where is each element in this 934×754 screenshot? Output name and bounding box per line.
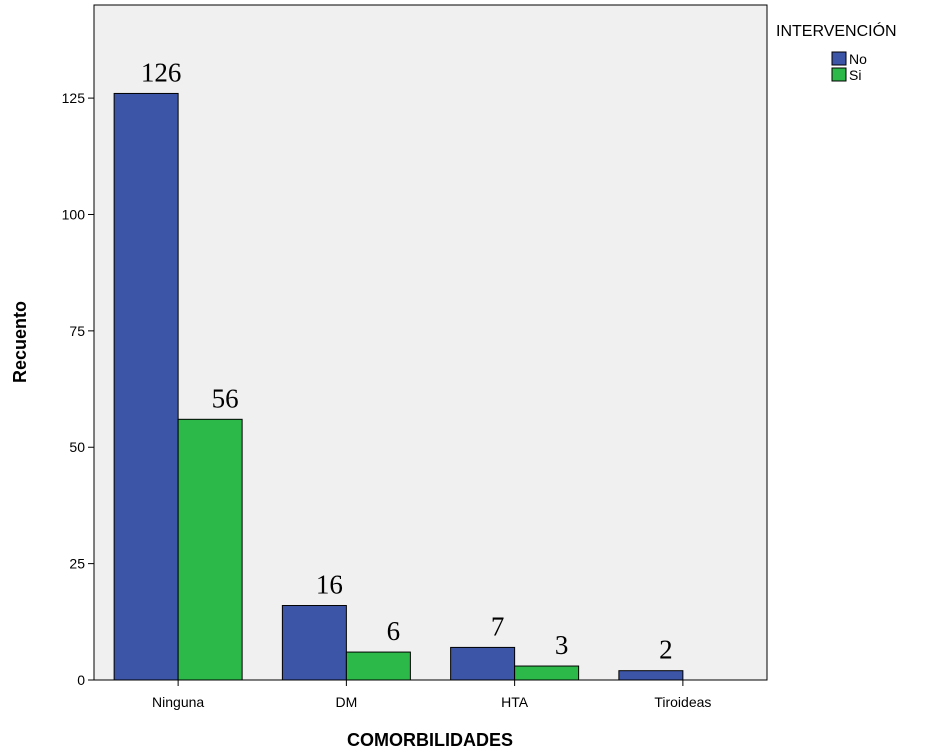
y-tick-label: 125 xyxy=(62,90,86,106)
data-label: 2 xyxy=(659,635,673,665)
bar-no-dm xyxy=(281,605,347,681)
y-tick-label: 100 xyxy=(62,206,86,222)
x-tick-label: Ninguna xyxy=(152,694,204,710)
bars-group xyxy=(113,92,684,681)
legend-swatch-no xyxy=(831,51,847,66)
x-axis: Ninguna DM HTA Tiroideas xyxy=(152,680,711,710)
legend-swatch-si xyxy=(831,67,847,82)
x-tick-label: DM xyxy=(335,694,357,710)
y-tick-label: 25 xyxy=(69,556,85,572)
bar-si-dm xyxy=(345,651,411,681)
bar-si-hta xyxy=(514,665,580,681)
legend-title: INTERVENCIÓN xyxy=(776,21,897,40)
x-axis-title: COMORBILIDADES xyxy=(347,730,513,750)
y-tick-label: 0 xyxy=(77,672,85,688)
data-labels-group: 126 56 16 6 7 3 2 xyxy=(141,57,673,664)
y-axis-title: Recuento xyxy=(10,301,30,383)
data-label: 56 xyxy=(212,383,239,413)
legend-label-si: Si xyxy=(849,67,861,83)
data-label: 3 xyxy=(555,630,569,660)
bar-si-ninguna xyxy=(177,418,243,681)
y-axis: 0 25 50 75 100 125 xyxy=(62,90,94,688)
x-tick-label: HTA xyxy=(501,694,529,710)
data-label: 6 xyxy=(387,616,401,646)
data-label: 16 xyxy=(316,570,343,600)
data-label: 7 xyxy=(491,611,505,641)
y-tick-label: 75 xyxy=(69,323,85,339)
bar-no-ninguna xyxy=(113,92,179,681)
data-label: 126 xyxy=(141,57,182,87)
bar-no-hta xyxy=(450,646,516,681)
x-tick-label: Tiroideas xyxy=(654,694,711,710)
legend-label-no: No xyxy=(849,51,867,67)
y-tick-label: 50 xyxy=(69,439,85,455)
bar-no-tiroideas xyxy=(618,670,684,681)
legend: INTERVENCIÓN No Si xyxy=(776,21,897,83)
